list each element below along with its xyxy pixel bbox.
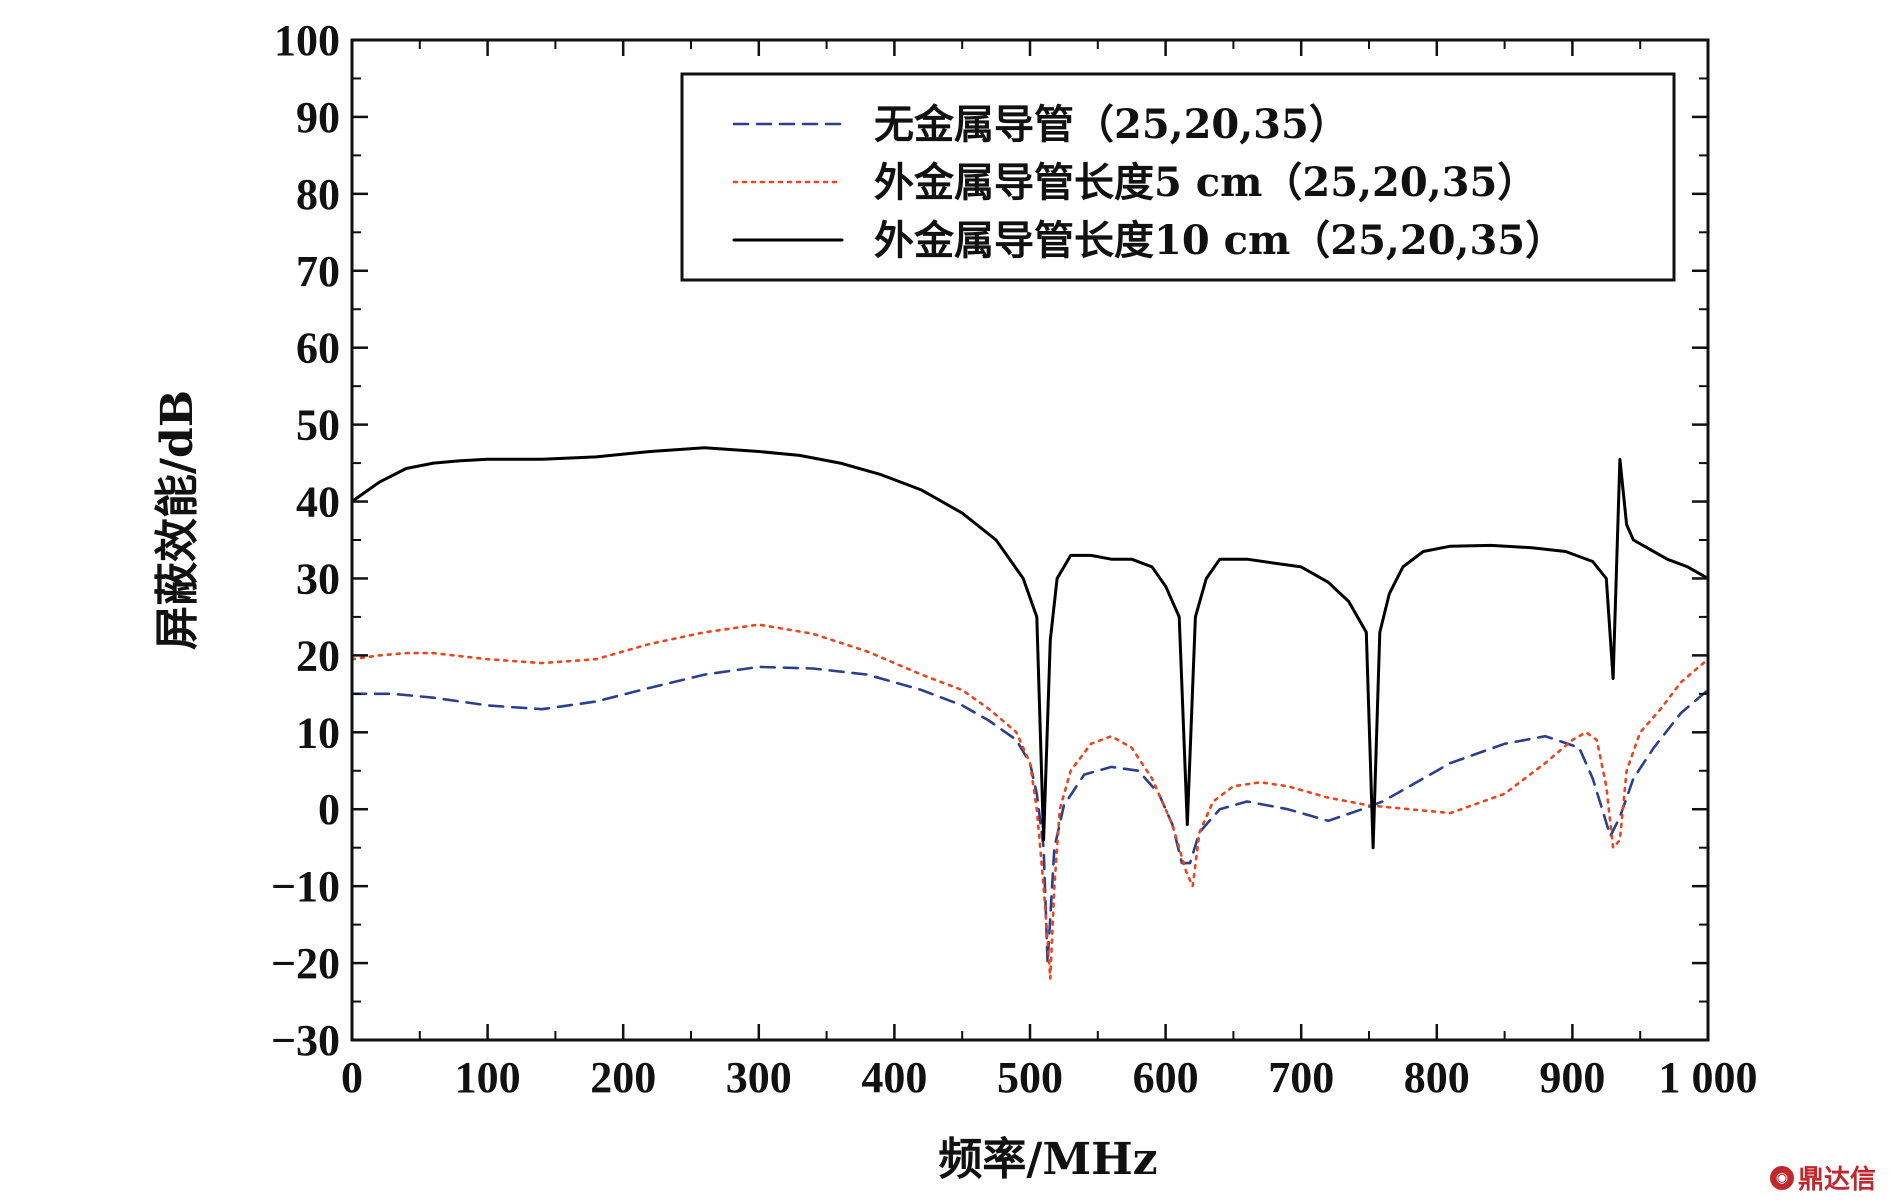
y-tick-label: −10 xyxy=(271,862,340,911)
x-tick-label: 400 xyxy=(861,1053,927,1102)
series-line-2 xyxy=(352,623,1708,980)
x-tick-label: 800 xyxy=(1404,1053,1470,1102)
y-tick-label: 40 xyxy=(296,478,340,527)
dingdaxin-logo-icon: ◉ xyxy=(1769,1165,1794,1190)
series-line-3 xyxy=(352,446,1708,850)
y-tick-label: −30 xyxy=(271,1016,340,1065)
y-tick-label: 10 xyxy=(296,708,340,757)
legend-label-3: 外金属导管长度10 cm（25,20,35） xyxy=(874,217,1565,264)
x-tick-label: 600 xyxy=(1133,1053,1199,1102)
x-tick-label: 100 xyxy=(455,1053,521,1102)
y-tick-label: 30 xyxy=(296,554,340,603)
legend: 无金属导管（25,20,35） 外金属导管长度5 cm（25,20,35） 外金属导… xyxy=(680,72,1676,282)
legend-box xyxy=(680,72,1676,282)
axes: 0 100 200 300 400 500 600 700 800 900 1 000−30−20−… xyxy=(271,16,1758,1102)
y-tick-label: 60 xyxy=(296,324,340,373)
x-tick-label: 300 xyxy=(726,1053,792,1102)
x-tick-label: 900 xyxy=(1539,1053,1605,1102)
x-axis-title: 频率/MHz xyxy=(938,1134,1157,1185)
watermark: ◉ 鼎达信 xyxy=(1769,1159,1876,1196)
x-tick-label: 700 xyxy=(1268,1053,1334,1102)
y-tick-label: 80 xyxy=(296,170,340,219)
y-tick-label: 90 xyxy=(296,93,340,142)
y-tick-label: 20 xyxy=(296,631,340,680)
x-tick-label: 200 xyxy=(590,1053,656,1102)
watermark-text: 鼎达信 xyxy=(1797,1165,1876,1195)
y-tick-label: −20 xyxy=(271,939,340,988)
y-axis-title: 屏蔽效能/dB xyxy=(152,390,203,650)
series-line-1 xyxy=(352,665,1708,965)
x-tick-label: 500 xyxy=(997,1053,1063,1102)
plot-area xyxy=(352,446,1708,980)
y-tick-label: 50 xyxy=(296,401,340,450)
y-tick-label: 70 xyxy=(296,247,340,296)
legend-label-1: 无金属导管（25,20,35） xyxy=(874,101,1349,148)
x-tick-label: 1 000 xyxy=(1659,1053,1758,1102)
y-tick-label: 100 xyxy=(274,16,340,65)
x-tick-label: 0 xyxy=(341,1053,363,1102)
legend-label-2: 外金属导管长度5 cm（25,20,35） xyxy=(874,159,1537,206)
y-tick-label: 0 xyxy=(318,785,340,834)
